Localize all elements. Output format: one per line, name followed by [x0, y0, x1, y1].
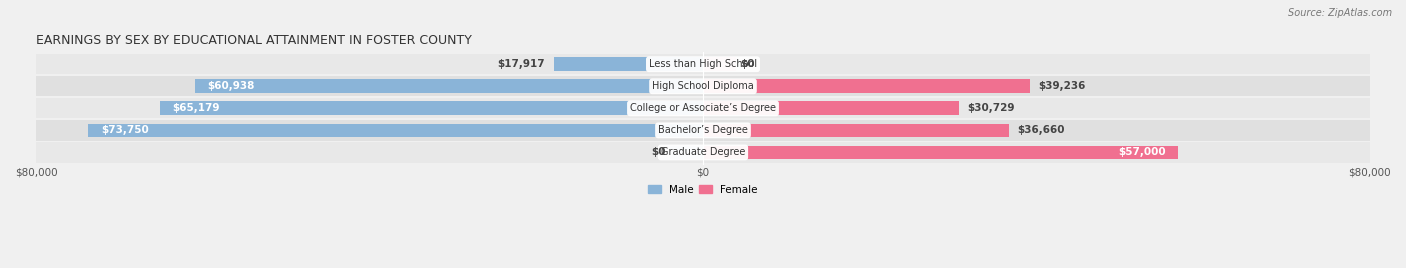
Bar	[37, 120, 1369, 140]
Text: College or Associate’s Degree: College or Associate’s Degree	[630, 103, 776, 113]
Bar	[37, 54, 1369, 74]
Bar	[89, 124, 703, 137]
Text: $36,660: $36,660	[1017, 125, 1064, 135]
Text: Less than High School: Less than High School	[650, 59, 756, 69]
Bar	[703, 79, 1031, 93]
Text: $60,938: $60,938	[208, 81, 254, 91]
Bar	[703, 102, 959, 115]
Bar	[37, 98, 1369, 118]
Text: High School Diploma: High School Diploma	[652, 81, 754, 91]
Bar	[703, 57, 737, 71]
Bar	[703, 146, 1178, 159]
Bar	[37, 142, 1369, 163]
Bar	[37, 76, 1369, 96]
Bar	[195, 79, 703, 93]
Text: $17,917: $17,917	[498, 59, 546, 69]
Text: EARNINGS BY SEX BY EDUCATIONAL ATTAINMENT IN FOSTER COUNTY: EARNINGS BY SEX BY EDUCATIONAL ATTAINMEN…	[37, 34, 472, 47]
Bar	[160, 102, 703, 115]
Legend: Male, Female: Male, Female	[644, 180, 762, 199]
Text: $73,750: $73,750	[101, 125, 149, 135]
Text: $65,179: $65,179	[173, 103, 219, 113]
Bar	[669, 146, 703, 159]
Text: Graduate Degree: Graduate Degree	[661, 147, 745, 157]
Text: $0: $0	[651, 147, 665, 157]
Text: $57,000: $57,000	[1118, 147, 1166, 157]
Text: $39,236: $39,236	[1038, 81, 1085, 91]
Text: $0: $0	[741, 59, 755, 69]
Text: Source: ZipAtlas.com: Source: ZipAtlas.com	[1288, 8, 1392, 18]
Bar	[703, 124, 1008, 137]
Text: Bachelor’s Degree: Bachelor’s Degree	[658, 125, 748, 135]
Bar	[554, 57, 703, 71]
Text: $30,729: $30,729	[967, 103, 1015, 113]
